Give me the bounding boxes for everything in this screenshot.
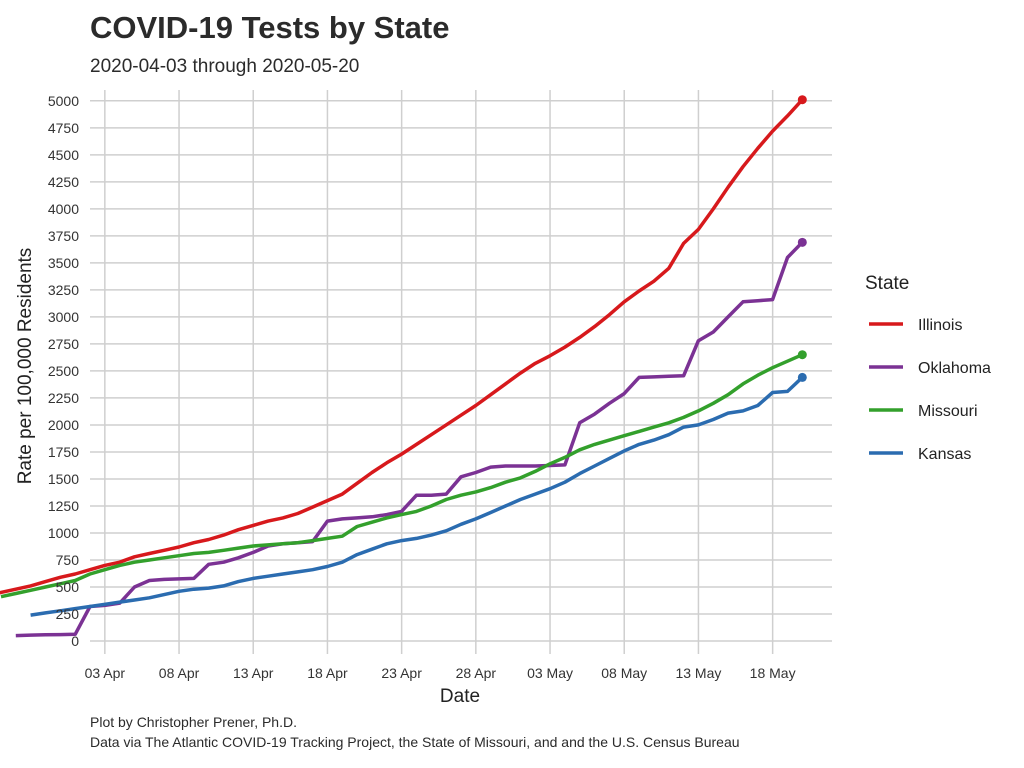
y-tick-label: 1000 [48, 525, 79, 541]
y-axis-ticks: 0 250 500 750 1000 1250 1500 1750 2000 2250 2500 27… [48, 93, 79, 649]
y-tick-label: 3000 [48, 309, 79, 325]
endpoint-oklahoma [797, 237, 807, 247]
y-axis-title: Rate per 100,000 Residents [15, 248, 36, 485]
x-tick-label: 03 Apr [85, 665, 126, 681]
y-tick-label: 500 [56, 579, 80, 595]
x-tick-label: 13 Apr [233, 665, 274, 681]
x-axis-ticks: 03 Apr 08 Apr 13 Apr 18 Apr 23 Apr 28 Apr 03 M… [85, 665, 796, 681]
endpoint-illinois [797, 95, 807, 105]
x-tick-label: 13 May [675, 665, 721, 681]
y-tick-label: 4500 [48, 147, 79, 163]
y-tick-label: 4250 [48, 174, 79, 190]
y-tick-label: 4750 [48, 120, 79, 136]
y-tick-label: 2500 [48, 363, 79, 379]
chart-title: COVID-19 Tests by State [90, 10, 450, 45]
x-tick-label: 03 May [527, 665, 573, 681]
y-tick-label: 3500 [48, 255, 79, 271]
caption-source: Data via The Atlantic COVID-19 Tracking … [90, 734, 740, 750]
y-tick-label: 3250 [48, 282, 79, 298]
y-tick-label: 3750 [48, 228, 79, 244]
x-tick-label: 18 May [750, 665, 796, 681]
legend: State Illinois Oklahoma Missouri Kansas [865, 273, 991, 463]
y-tick-label: 750 [56, 552, 80, 568]
legend-label-oklahoma: Oklahoma [918, 360, 991, 377]
x-tick-label: 08 Apr [159, 665, 200, 681]
y-tick-label: 1250 [48, 498, 79, 514]
y-tick-label: 2000 [48, 417, 79, 433]
series-line-oklahoma [15, 241, 804, 638]
y-tick-label: 1750 [48, 444, 79, 460]
x-tick-label: 18 Apr [307, 665, 348, 681]
x-tick-label: 28 Apr [456, 665, 497, 681]
series-lines [0, 95, 807, 638]
y-tick-label: 0 [71, 633, 79, 649]
chart-subtitle: 2020-04-03 through 2020-05-20 [90, 56, 360, 77]
x-tick-label: 08 May [601, 665, 647, 681]
legend-label-kansas: Kansas [918, 446, 971, 463]
legend-label-illinois: Illinois [918, 317, 962, 334]
series-line-illinois [0, 98, 804, 595]
y-tick-label: 250 [56, 606, 80, 622]
legend-title: State [865, 273, 909, 294]
series-line-kansas [30, 376, 804, 617]
y-tick-label: 2250 [48, 390, 79, 406]
legend-label-missouri: Missouri [918, 403, 978, 420]
endpoint-missouri [797, 350, 807, 360]
y-tick-label: 2750 [48, 336, 79, 352]
x-axis-title: Date [440, 686, 480, 707]
y-tick-label: 4000 [48, 201, 79, 217]
caption-author: Plot by Christopher Prener, Ph.D. [90, 714, 297, 730]
x-tick-label: 23 Apr [381, 665, 422, 681]
y-tick-label: 5000 [48, 93, 79, 109]
y-tick-label: 1500 [48, 471, 79, 487]
endpoint-kansas [797, 372, 807, 382]
series-line-missouri [0, 353, 804, 599]
